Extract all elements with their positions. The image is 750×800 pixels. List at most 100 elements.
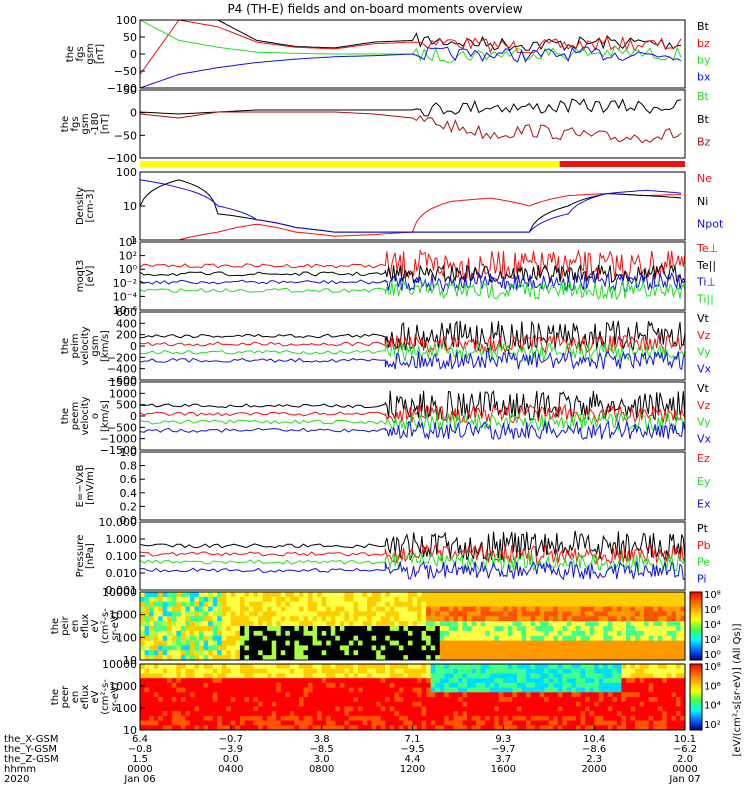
peer-ytick-label: 10 xyxy=(123,724,137,737)
peim-ytick-label: 600 xyxy=(116,306,137,319)
peer-cell xyxy=(453,711,459,717)
peer-cell xyxy=(189,668,196,675)
peer-cell xyxy=(639,701,645,708)
peer-colorbar-tick: 10⁶ xyxy=(704,681,721,692)
peer-cell xyxy=(385,682,391,689)
peer-ytick-label: 100 xyxy=(116,702,137,715)
peir-cell xyxy=(589,626,595,632)
peir-cell xyxy=(657,592,663,598)
peer-cell xyxy=(562,687,568,693)
peir-cell xyxy=(439,606,445,613)
peir-cell xyxy=(512,645,518,651)
peer-cell xyxy=(312,720,318,726)
peir-cell xyxy=(494,650,500,656)
peer-cell xyxy=(389,711,395,717)
peer-cell xyxy=(644,701,650,708)
peir-cell xyxy=(444,592,450,598)
peir-cell xyxy=(621,626,627,632)
peir-cell xyxy=(317,616,323,622)
peer-cell xyxy=(153,668,159,675)
peir-cell xyxy=(380,626,386,632)
peer-cell xyxy=(267,678,273,684)
peir-cell xyxy=(507,611,514,617)
peer-cell xyxy=(244,701,250,708)
peir-cell xyxy=(462,592,468,598)
peir-cell xyxy=(671,640,677,647)
peir-cell xyxy=(339,592,345,598)
peer-cell xyxy=(444,682,450,689)
peir-cell xyxy=(289,601,296,608)
peir-cell xyxy=(348,601,355,608)
peir-cell xyxy=(639,611,645,617)
peer-cell xyxy=(421,678,427,684)
peer-cell xyxy=(267,664,273,670)
temp-legend-Te⊥: Te⊥ xyxy=(696,242,718,255)
peer-cell xyxy=(571,664,577,670)
peir-cell xyxy=(140,650,146,656)
peer-cell xyxy=(249,673,255,679)
peir-cell xyxy=(294,611,300,617)
peir-cell xyxy=(421,630,427,637)
peir-cell xyxy=(457,640,464,647)
peer-cell xyxy=(185,682,191,689)
peir-cell xyxy=(258,630,264,637)
peir-cell xyxy=(199,630,205,637)
peer-cell xyxy=(430,706,436,712)
peir-cell xyxy=(489,606,495,613)
peer-cell xyxy=(539,692,545,698)
peer-cell xyxy=(203,720,209,726)
peir-cell xyxy=(239,606,246,613)
peer-cell xyxy=(407,692,414,698)
peer-cell xyxy=(467,687,473,693)
peer-cell xyxy=(303,711,309,717)
peir-cell xyxy=(389,606,395,613)
peir-cell xyxy=(503,645,509,651)
peir-cell xyxy=(298,606,305,613)
peir-cell xyxy=(367,626,373,632)
peer-cell xyxy=(657,706,663,712)
peer-cell xyxy=(226,715,232,722)
peir-cell xyxy=(657,645,663,651)
peer-cell xyxy=(530,706,536,712)
peer-cell xyxy=(507,725,514,730)
peer-cell xyxy=(521,697,527,703)
peer-cell xyxy=(603,701,609,708)
peir-cell xyxy=(244,630,250,637)
peir-cell xyxy=(294,601,300,608)
peer-cell xyxy=(480,673,486,679)
peir-cell xyxy=(312,626,318,632)
peir-cell xyxy=(262,611,268,617)
peir-cell xyxy=(185,626,191,632)
peir-cell xyxy=(439,621,445,627)
peir-cell xyxy=(244,611,250,617)
peer-cell xyxy=(321,668,327,675)
peer-cell xyxy=(362,673,368,679)
peer-cell xyxy=(226,697,232,703)
peer-cell xyxy=(553,673,559,679)
peer-cell xyxy=(471,673,477,679)
peer-cell xyxy=(317,720,323,726)
peir-cell xyxy=(239,601,246,608)
peir-cell xyxy=(294,616,300,622)
peer-cell xyxy=(298,664,305,670)
density-series-Npot xyxy=(140,179,682,233)
peer-cell xyxy=(149,725,155,730)
peer-cell xyxy=(494,682,500,689)
peir-cell xyxy=(339,606,345,613)
peir-cell xyxy=(312,616,318,622)
peir-cell xyxy=(262,626,268,632)
peir-cell xyxy=(621,601,627,608)
peer-cell xyxy=(576,673,582,679)
peir-cell xyxy=(217,621,223,627)
peir-cell xyxy=(235,645,241,651)
peer-cell xyxy=(662,687,668,693)
peer-cell xyxy=(589,715,595,722)
peer-cell xyxy=(217,692,223,698)
peir-cell xyxy=(580,645,586,651)
peir-cell xyxy=(194,640,200,647)
peer-cell xyxy=(221,725,227,730)
peer-cell xyxy=(289,673,296,679)
peir-cell xyxy=(562,645,568,651)
peir-cell xyxy=(471,611,477,617)
peer-cell xyxy=(476,678,482,684)
